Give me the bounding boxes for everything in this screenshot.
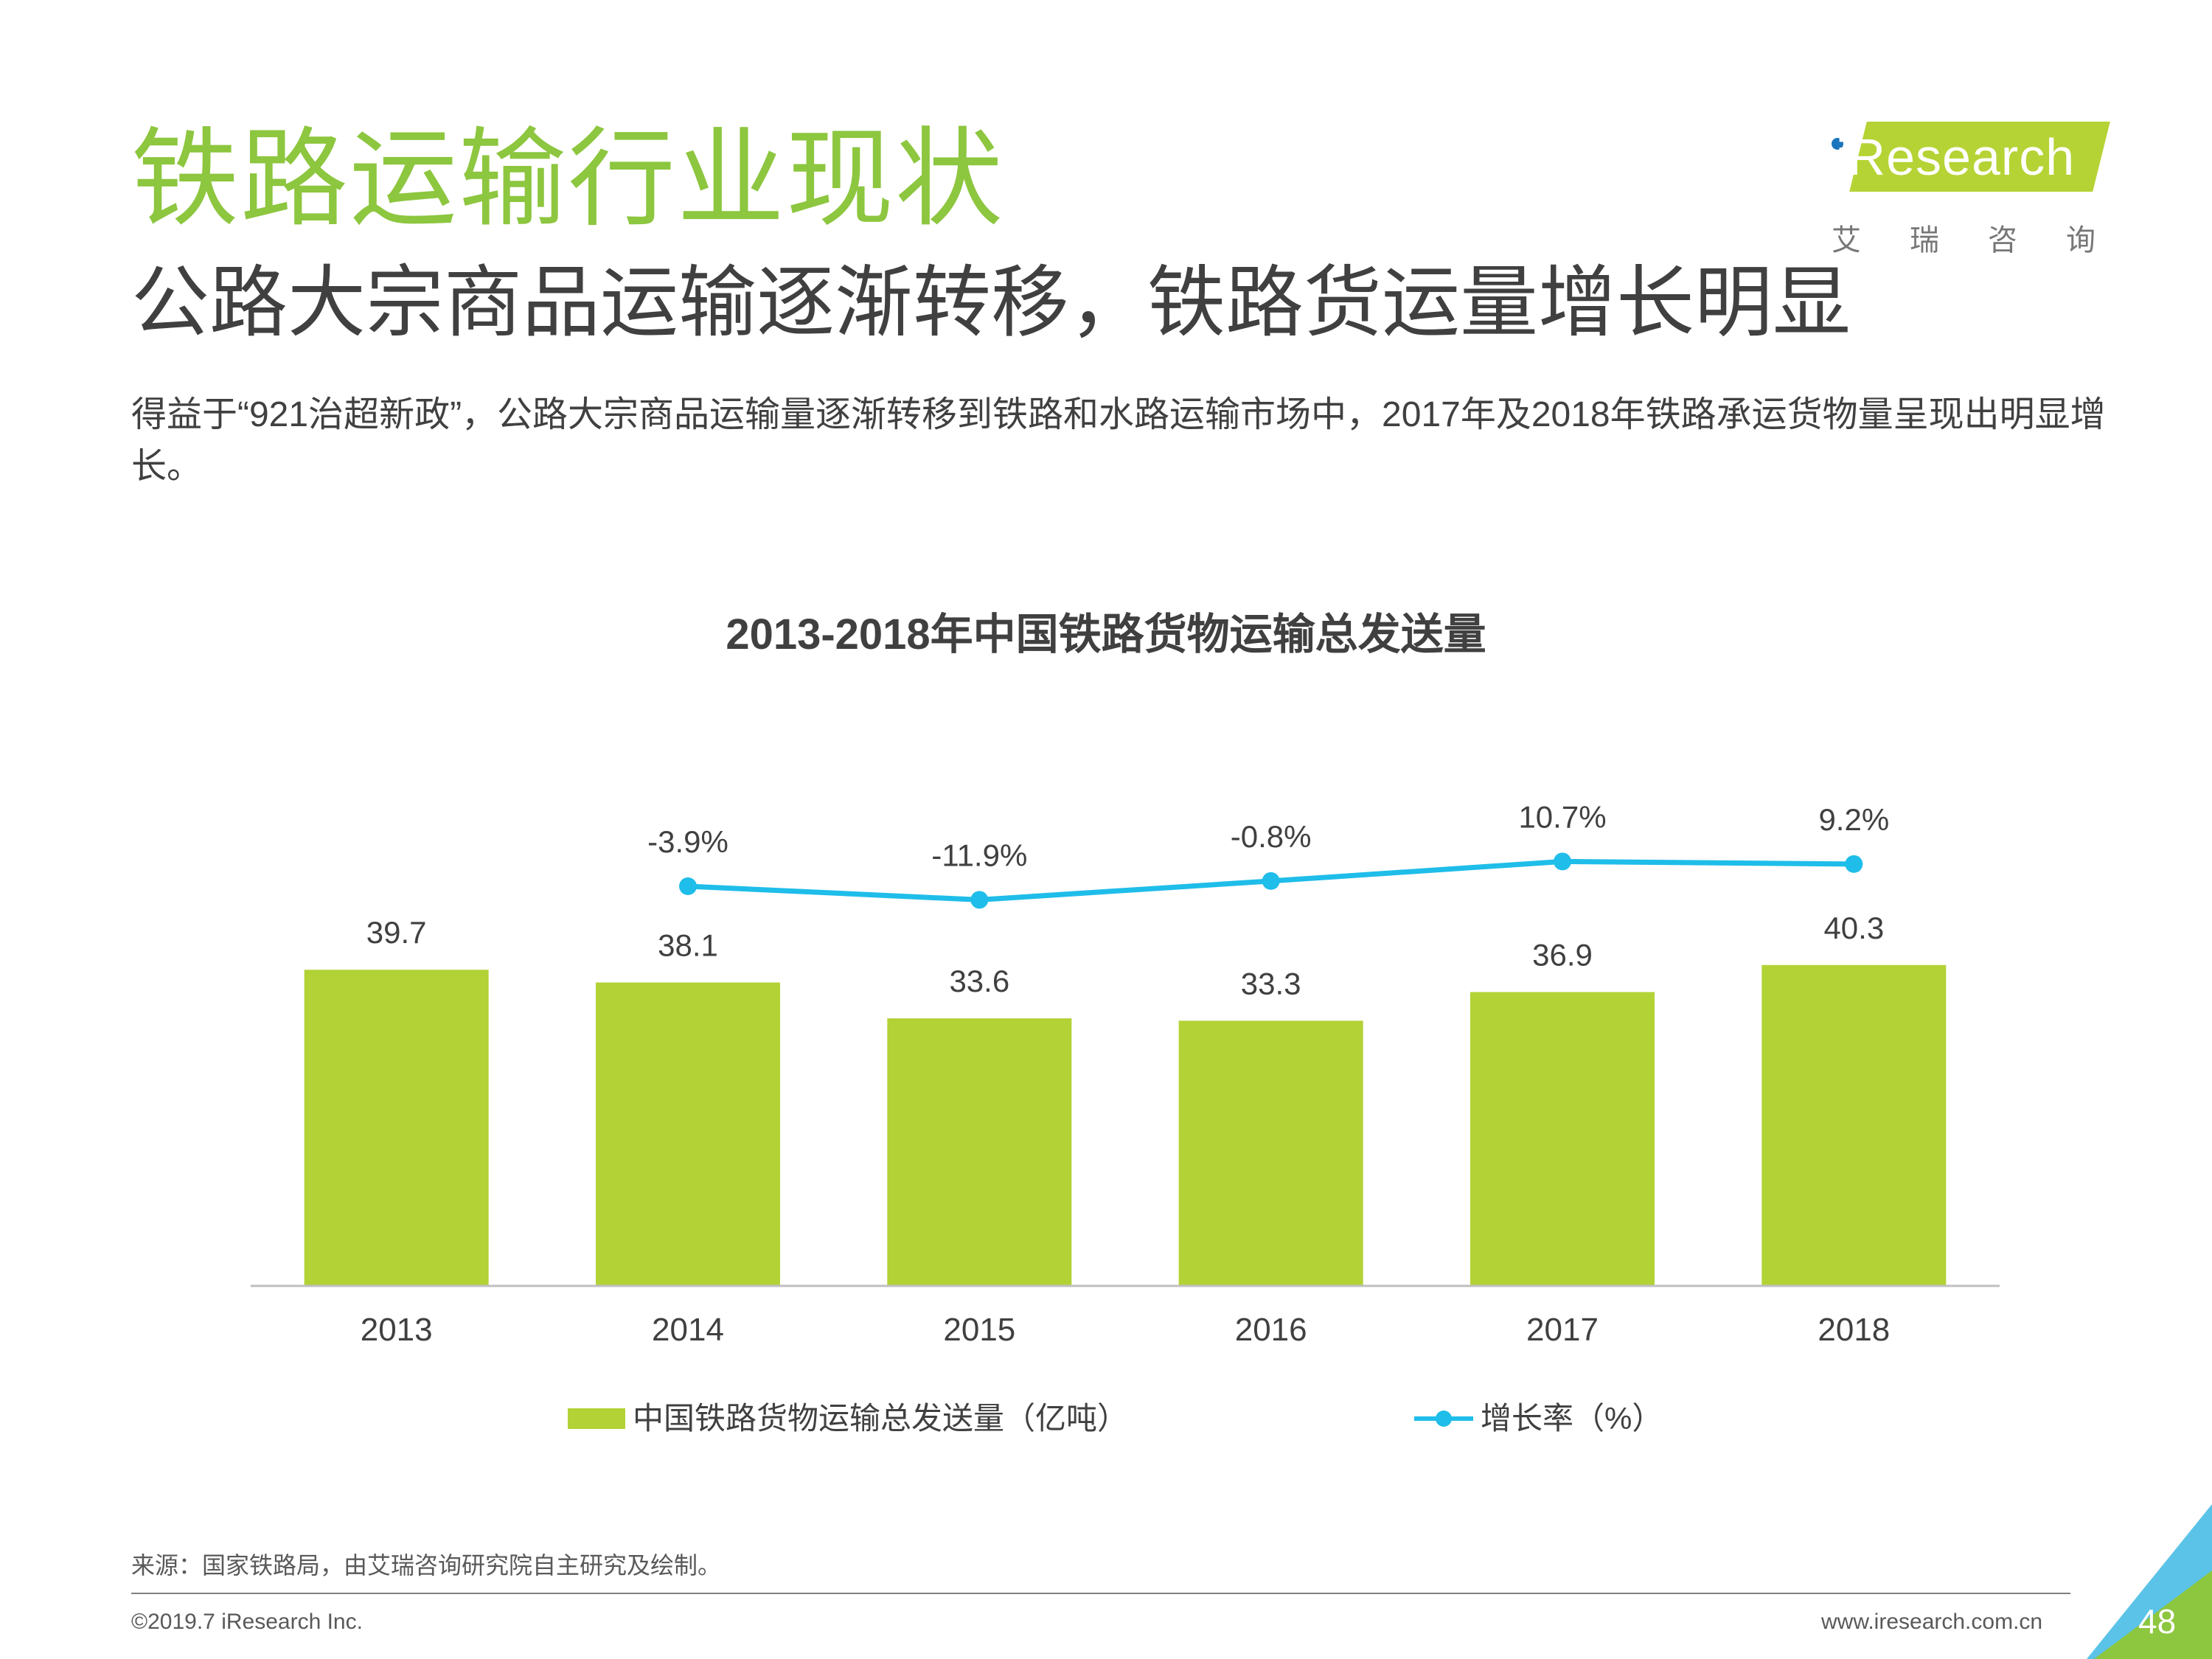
growth-point-2015: [970, 891, 989, 909]
bar-label-2018: 40.3: [1823, 911, 1884, 945]
chart-title: 2013-2018年中国铁路货物运输总发送量: [726, 611, 1486, 658]
legend-line-label: 增长率（%）: [1481, 1401, 1663, 1436]
bar-2015: [887, 1018, 1072, 1286]
growth-label-2015: -11.9%: [931, 838, 1027, 872]
legend-line-marker: [1436, 1411, 1452, 1427]
page-title: 铁路运输行业现状: [131, 119, 1004, 239]
bar-label-2017: 36.9: [1532, 937, 1593, 972]
page-subtitle: 公路大宗商品运输逐渐转移，铁路货运量增长明显: [131, 260, 1851, 347]
x-tick-labels: 2013 2014 2015 2016 2017 2018: [361, 1312, 1891, 1348]
bar-label-2016: 33.3: [1241, 966, 1301, 1001]
legend-bar-label: 中国铁路货物运输总发送量（亿吨）: [633, 1401, 1128, 1436]
x-tick-2013: 2013: [361, 1312, 433, 1348]
website-link[interactable]: www.iresearch.com.cn: [1821, 1610, 2043, 1634]
bar-2013: [304, 970, 489, 1286]
growth-label-2014: -3.9%: [647, 824, 728, 859]
source-note: 来源：国家铁路局，由艾瑞咨询研究院自主研究及绘制。: [131, 1552, 722, 1579]
x-tick-2018: 2018: [1818, 1312, 1890, 1348]
bar-label-2014: 38.1: [658, 928, 718, 963]
growth-point-2014: [679, 877, 697, 895]
corner-green-triangle: [2094, 1571, 2212, 1659]
footer-divider: [131, 1593, 2070, 1594]
growth-point-2018: [1845, 855, 1863, 873]
freight-chart: 2013-2018年中国铁路货物运输总发送量 39.7 38.133.6 33.33…: [251, 611, 2000, 1436]
page-number: 48: [2138, 1602, 2177, 1641]
x-tick-2014: 2014: [652, 1312, 724, 1348]
legend-bar-swatch: [568, 1408, 625, 1429]
bar-2016: [1178, 1020, 1363, 1286]
bars-layer: 39.7 38.1 33.6 33.3 36.9 40.3: [304, 911, 1947, 1286]
x-tick-2016: 2016: [1235, 1312, 1307, 1348]
bar-label-2013: 39.7: [366, 915, 427, 950]
growth-label-2018: 9.2%: [1818, 802, 1889, 837]
x-tick-2017: 2017: [1526, 1312, 1599, 1348]
logo-chinese: 艾瑞咨询: [1832, 224, 2144, 257]
bar-2014: [596, 982, 780, 1286]
line-layer: -3.9% -11.9% -0.8% 10.7% 9.2%: [647, 799, 1889, 909]
copyright: ©2019.7 iResearch Inc.: [131, 1610, 363, 1634]
bar-2017: [1470, 992, 1655, 1286]
growth-label-2016: -0.8%: [1231, 819, 1312, 854]
chart-legend: 中国铁路货物运输总发送量（亿吨） 增长率（%）: [568, 1401, 1663, 1436]
bar-2018: [1761, 964, 1947, 1286]
iresearch-logo: iResearch 艾瑞咨询: [1821, 114, 2110, 257]
growth-point-2017: [1554, 852, 1571, 871]
growth-label-2017: 10.7%: [1518, 799, 1606, 834]
page-description: 得益于“921治超新政”，公路大宗商品运输量逐渐转移到铁路和水路运输市场中，20…: [131, 395, 2106, 486]
bar-label-2015: 33.6: [949, 964, 1009, 998]
logo-dot: [1832, 138, 1843, 150]
growth-point-2016: [1262, 872, 1280, 890]
logo-wordmark: iResearch: [1836, 128, 2076, 186]
x-tick-2015: 2015: [943, 1312, 1015, 1348]
